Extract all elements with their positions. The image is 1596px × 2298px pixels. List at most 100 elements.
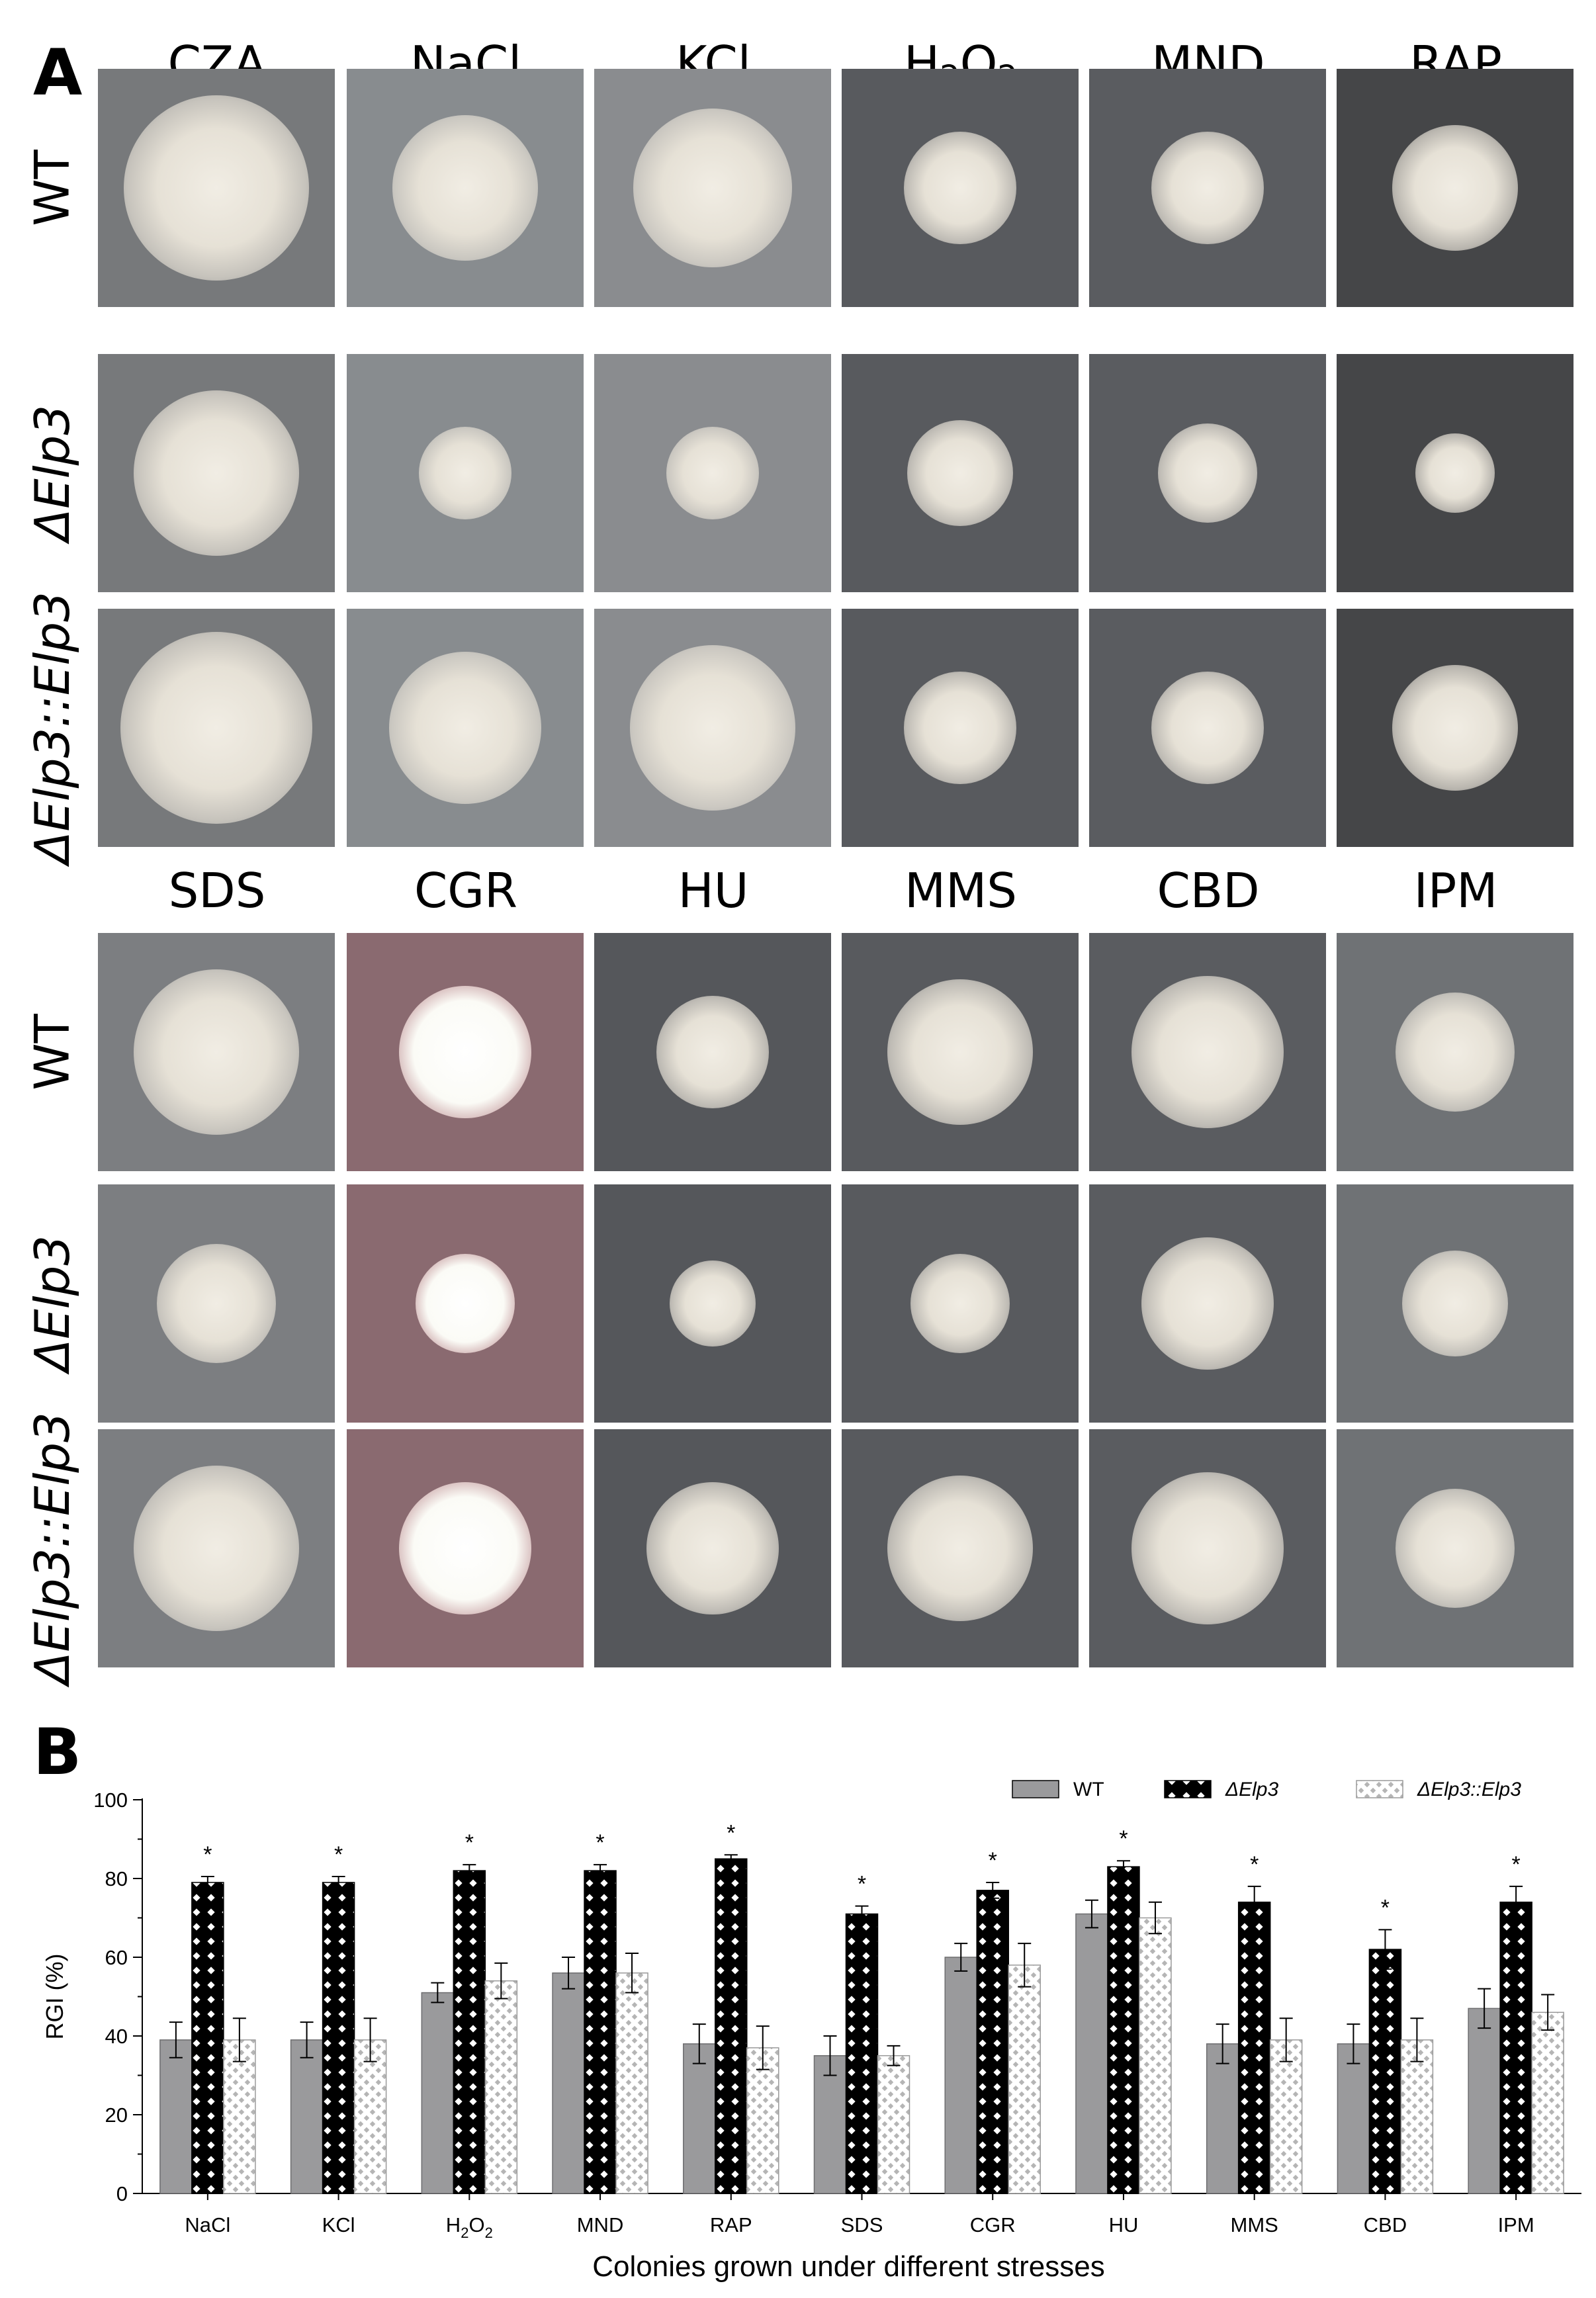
colony-plate-image [1337, 354, 1574, 592]
bar [1075, 1913, 1108, 2194]
colony [1392, 125, 1518, 251]
significance-marker: * [203, 1842, 212, 1867]
colony [399, 986, 531, 1118]
x-tick-label: MMS [1231, 2213, 1278, 2236]
x-tick-label: RAP [710, 2213, 752, 2236]
colony [633, 109, 792, 267]
colony-plate-image [347, 1184, 584, 1423]
colony [887, 979, 1033, 1125]
colony-plate-image [1089, 1184, 1326, 1423]
row-label-wt: WT [24, 150, 80, 226]
colony [1141, 1237, 1274, 1370]
colony [416, 1254, 515, 1353]
chart-bars [159, 1854, 1564, 2194]
panel-a-letter: A [33, 36, 83, 110]
row-label-wt: WT [24, 1014, 80, 1090]
significance-marker: * [858, 1872, 866, 1897]
colony-plate-image [594, 933, 831, 1171]
y-tick-label: 100 [93, 1789, 128, 1812]
bar [290, 2039, 324, 2194]
bar [1237, 1901, 1271, 2194]
legend-label: ΔElp3::Elp3 [1417, 1779, 1521, 1800]
colony-plate-image [98, 933, 335, 1171]
bar [1206, 2043, 1239, 2194]
colony-plate-image [98, 1429, 335, 1667]
colony-plate-image [347, 1429, 584, 1667]
chart-labels: * NaCl * KCl * H2O2 * MND * RAP * SDS * CGR * HU * MMS * CB… [185, 1820, 1534, 2283]
colony-plate-image [347, 69, 584, 307]
colony [392, 115, 538, 261]
bar [322, 1882, 355, 2194]
legend-swatch [1164, 1780, 1212, 1798]
colony-plate-image [98, 1184, 335, 1423]
colony [1396, 993, 1515, 1112]
bar [746, 2047, 779, 2194]
colony-plate-image [1337, 1184, 1574, 1423]
colony [134, 1466, 299, 1631]
column-header-sds: SDS [168, 863, 266, 918]
significance-marker: * [989, 1848, 997, 1873]
x-tick-label: IPM [1498, 2213, 1534, 2236]
bar [1139, 1917, 1172, 2194]
colony-plate-image [347, 354, 584, 592]
colony [1158, 423, 1257, 523]
colony [656, 996, 769, 1108]
colony [910, 1254, 1010, 1353]
y-tick-label: 40 [105, 2025, 128, 2048]
significance-marker: * [334, 1842, 343, 1867]
legend-label: ΔElp3 [1225, 1779, 1278, 1800]
rgi-bar-chart: 0 20 40 60 80 100 RGI (%) * NaCl * KCl * H2O2 * MND * R… [41, 1779, 1581, 2283]
row-label-elp3-complemented: ΔElp3::Elp3 [24, 1412, 81, 1685]
bar [584, 1870, 617, 2194]
bar [683, 2043, 716, 2194]
colony [157, 1244, 276, 1363]
bar [1008, 1965, 1041, 2194]
colony-plate-image [842, 1429, 1079, 1667]
legend-label: WT [1073, 1779, 1104, 1800]
colony-plate-image [347, 933, 584, 1171]
column-header-cgr: CGR [414, 863, 518, 918]
bar [715, 1858, 748, 2194]
bar [223, 2039, 256, 2194]
colony-plate-image [1337, 69, 1574, 307]
colony-plate-image [1089, 69, 1326, 307]
bar [421, 1992, 455, 2194]
colony [630, 645, 795, 811]
bar [1107, 1866, 1140, 2194]
colony-plate-image [98, 354, 335, 592]
bar [453, 1870, 486, 2194]
x-axis-label: Colonies grown under different stresses [592, 2250, 1105, 2283]
bar [1499, 1901, 1532, 2194]
y-tick-label: 0 [116, 2182, 128, 2205]
y-axis-label: RGI (%) [41, 1954, 68, 2040]
legend-swatch [1356, 1780, 1403, 1798]
colony [399, 1482, 531, 1614]
colony [907, 420, 1013, 526]
bar [159, 2039, 193, 2194]
colony-plate-image [594, 354, 831, 592]
significance-marker: * [1512, 1852, 1521, 1877]
colony [887, 1476, 1033, 1621]
colony-plate-image [347, 609, 584, 847]
colony-plate-image [842, 609, 1079, 847]
colony-plate-image [1089, 933, 1326, 1171]
colony-plate-image [594, 1429, 831, 1667]
colony [124, 95, 309, 281]
significance-marker: * [1381, 1895, 1390, 1920]
significance-marker: * [1119, 1826, 1128, 1851]
colony [1131, 976, 1284, 1128]
column-header-ipm: IPM [1413, 863, 1498, 918]
colony [1151, 672, 1264, 784]
colony-plate-image [842, 933, 1079, 1171]
bar [1337, 2043, 1370, 2194]
bar [1531, 2011, 1564, 2194]
x-tick-label: SDS [841, 2213, 883, 2236]
column-header-cbd: CBD [1157, 863, 1260, 918]
colony [1396, 1489, 1515, 1608]
row-label-elp3-complemented: ΔElp3::Elp3 [24, 592, 81, 864]
x-tick-label: NaCl [185, 2213, 230, 2236]
colony [904, 672, 1016, 784]
bar [813, 2055, 847, 2194]
column-header-hu: HU [678, 863, 749, 918]
colony-plate-image [1337, 933, 1574, 1171]
